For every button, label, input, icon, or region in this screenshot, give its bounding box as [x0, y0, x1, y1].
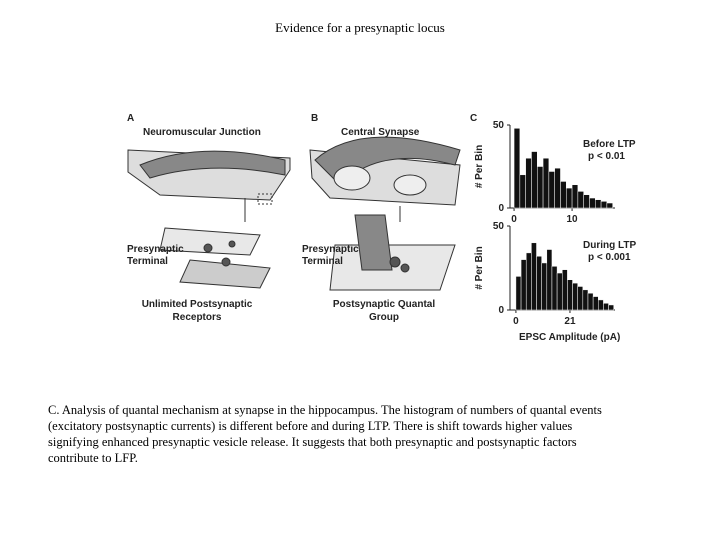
histogram-bar: [561, 269, 568, 311]
caption: C. Analysis of quantal mechanism at syna…: [48, 402, 688, 466]
panel-heading: Central Synapse: [341, 127, 420, 138]
x-tick-label: 0: [511, 214, 517, 225]
p-value-label: p < 0.001: [588, 252, 631, 263]
histogram-bar: [531, 242, 537, 311]
label: Presynaptic: [302, 244, 359, 255]
histogram-bar: [525, 252, 532, 311]
caption-line: signifying enhanced presynaptic vesicle …: [48, 435, 577, 449]
slide-title: Evidence for a presynaptic locus: [275, 20, 445, 35]
label: Presynaptic: [127, 244, 184, 255]
caption-line: C. Analysis of quantal mechanism at syna…: [48, 403, 602, 417]
label: Postsynaptic Quantal: [333, 299, 435, 310]
histogram-bar: [603, 303, 609, 311]
histogram-bar: [592, 296, 599, 311]
histogram-bar: [598, 299, 604, 311]
condition-label: During LTP: [583, 240, 636, 251]
histogram-bar: [548, 171, 555, 209]
histogram-bar: [583, 194, 590, 209]
y-axis-label: # Per Bin: [474, 145, 485, 188]
histogram-bar: [525, 157, 532, 209]
histogram-bar: [519, 174, 526, 209]
histogram-bar: [537, 166, 544, 209]
histogram-bar: [546, 249, 553, 311]
histogram-bar: [554, 167, 561, 209]
p-value-label: p < 0.01: [588, 151, 625, 162]
panel-heading: Neuromuscular Junction: [143, 127, 261, 138]
condition-label: Before LTP: [583, 139, 636, 150]
histogram-bar: [542, 157, 550, 209]
y-tick-label: 50: [493, 221, 505, 232]
panel-letter: C: [470, 113, 477, 124]
caption-line: (excitatory postsynaptic currents) is di…: [48, 419, 573, 433]
histogram-bar: [513, 128, 521, 209]
illustration-b: [309, 136, 461, 291]
illustration-a: [127, 149, 291, 289]
y-tick-label: 50: [493, 120, 505, 131]
histogram-bar: [567, 279, 573, 311]
histogram-bar: [582, 289, 589, 311]
y-axis-label: # Per Bin: [474, 246, 485, 289]
histogram-bar: [520, 259, 527, 311]
x-tick-label: 10: [567, 214, 579, 225]
histogram-bar: [541, 262, 548, 311]
histogram-bar: [577, 286, 584, 311]
panel-letter: B: [311, 113, 318, 124]
histogram-bar: [600, 201, 608, 209]
y-tick-label: 0: [498, 305, 504, 316]
histogram-bar: [606, 202, 613, 209]
histogram-bar: [551, 266, 558, 311]
histogram-bar: [531, 151, 538, 209]
caption-line: contribute to LFP.: [48, 451, 138, 465]
histogram-bar: [515, 276, 522, 311]
histogram-bar: [560, 181, 567, 209]
histogram-bar: [572, 282, 578, 311]
histogram-bar: [608, 304, 614, 311]
histogram-bar: [536, 255, 542, 311]
histogram-bar: [571, 184, 579, 209]
histogram-bar: [577, 191, 584, 209]
histogram-bar: [595, 199, 602, 209]
label: Receptors: [173, 312, 222, 323]
x-axis-label: EPSC Amplitude (pA): [519, 332, 620, 343]
label: Unlimited Postsynaptic: [142, 299, 253, 310]
histogram-bar: [589, 197, 596, 209]
x-tick-label: 0: [513, 316, 519, 327]
label: Terminal: [302, 256, 343, 267]
y-tick-label: 0: [498, 203, 504, 214]
histogram-bar: [556, 272, 563, 311]
label: Group: [369, 312, 399, 323]
panel-letter: A: [127, 113, 134, 124]
histogram-bar: [587, 292, 594, 311]
label: Terminal: [127, 256, 168, 267]
x-tick-label: 21: [564, 316, 576, 327]
histogram-bar: [566, 187, 573, 209]
